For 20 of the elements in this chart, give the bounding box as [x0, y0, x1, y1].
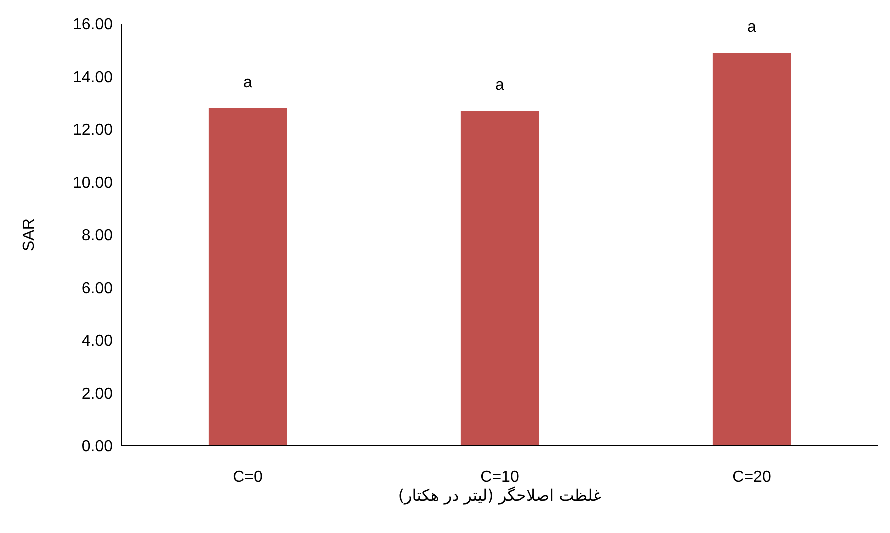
x-tick-label: C=10	[480, 469, 520, 486]
bar	[460, 111, 540, 446]
y-tick-label: 10.00	[72, 174, 114, 192]
annotation: a	[748, 19, 757, 36]
y-tick-label: 12.00	[72, 122, 114, 140]
y-tick-label: 0.00	[82, 438, 114, 456]
annotation: a	[496, 77, 505, 94]
y-axis-title: SAR	[21, 218, 38, 252]
y-tick-label: 14.00	[72, 69, 114, 86]
x-tick-label: C=0	[233, 469, 263, 486]
y-tick-label: 6.00	[82, 280, 114, 298]
x-tick-label: C=20	[732, 469, 772, 486]
bar	[712, 53, 792, 446]
y-tick-label: 4.00	[82, 333, 114, 350]
annotation: a	[244, 74, 253, 92]
y-tick-label: 2.00	[82, 386, 114, 403]
x-axis-title: غلظت اصلاحگر (لیتر در هکتار)	[398, 486, 602, 505]
y-tick-label: 8.00	[82, 228, 114, 245]
y-tick-label: 16.00	[72, 16, 114, 34]
bar	[208, 108, 288, 446]
